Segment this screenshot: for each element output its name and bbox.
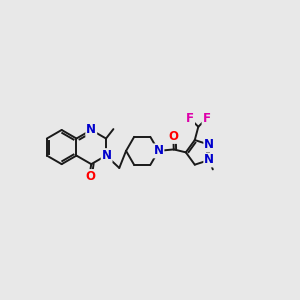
Text: F: F: [186, 112, 194, 125]
Text: O: O: [85, 170, 95, 183]
Text: N: N: [204, 154, 214, 166]
Text: N: N: [86, 124, 96, 136]
Text: F: F: [202, 112, 211, 125]
Text: N: N: [153, 144, 164, 158]
Text: N: N: [204, 138, 214, 151]
Text: N: N: [102, 149, 112, 162]
Text: O: O: [169, 130, 179, 143]
